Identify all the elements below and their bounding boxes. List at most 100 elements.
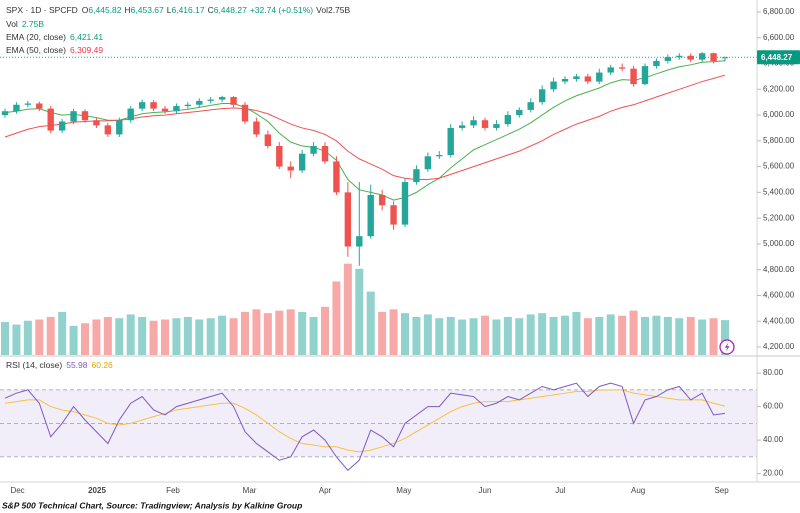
candle-body (721, 57, 729, 59)
x-tick-label: Dec (10, 486, 24, 495)
y-tick-label: 5,400.00 (763, 187, 795, 196)
candle-body (516, 109, 523, 116)
volume-bar (606, 314, 615, 355)
candle-body (333, 161, 340, 193)
indicator-value: 55.98 (66, 360, 88, 370)
candle-body (413, 169, 420, 183)
legend-line: EMA (50, close) 6,309.49 (6, 45, 103, 55)
x-tick-label: Feb (166, 486, 180, 495)
candle-body (24, 103, 32, 105)
volume-bar (103, 316, 112, 355)
volume-bar (355, 268, 364, 355)
candle-body (493, 124, 500, 128)
volume-bar (572, 311, 581, 355)
volume-bar (595, 316, 604, 355)
candle-body (276, 145, 283, 167)
candle-body (138, 102, 146, 109)
indicator-name: EMA (20, close) (6, 32, 66, 42)
candle-body (207, 99, 214, 101)
volume-bar (69, 325, 78, 355)
change: +32.74 (+0.51%) (250, 5, 313, 15)
vol-key: Vol (6, 19, 18, 29)
y-tick-label: 6,200.00 (763, 84, 795, 93)
volume-bar (458, 319, 467, 355)
volume-bar (263, 313, 272, 355)
candle-body (378, 194, 386, 206)
ema-line (4, 60, 726, 201)
candle-body (218, 97, 226, 100)
candle-body (630, 68, 637, 85)
replay-icon[interactable] (719, 339, 735, 355)
candle-body (47, 108, 54, 131)
volume-bar (641, 316, 649, 355)
volume-bar (481, 315, 489, 355)
volume-bar (663, 316, 672, 355)
volume-bar (298, 311, 307, 355)
volume-bar (218, 315, 227, 355)
y-tick-label: 5,600.00 (763, 162, 795, 171)
volume-bar (675, 318, 684, 355)
icon-bolt[interactable] (724, 342, 730, 352)
volume-bar (686, 316, 695, 355)
y-tick-label: 6,600.00 (763, 33, 795, 42)
y-tick-label: 80.00 (763, 368, 784, 377)
symbol: SPX · 1D · SPCFD (6, 5, 78, 15)
candle-body (36, 103, 43, 109)
x-tick-label: Apr (319, 486, 332, 495)
indicator-value: 6,309.49 (70, 45, 103, 55)
volume-bar (469, 318, 478, 355)
volume-bar (58, 311, 67, 355)
candle-body (264, 134, 272, 146)
candle-body (458, 125, 466, 128)
candle-body (230, 97, 237, 105)
candle-body (13, 104, 20, 112)
ohlc-value: 6,448.27 (214, 5, 247, 15)
volume-bar (23, 320, 32, 355)
y-tick-label: 6,800.00 (763, 7, 795, 16)
y-tick-label: 5,200.00 (763, 213, 795, 222)
volume-bar (241, 311, 249, 355)
candle-body (573, 76, 580, 79)
volume-bar (321, 306, 329, 355)
x-tick-label: Jul (555, 486, 565, 495)
candle-body (310, 145, 317, 154)
candle-body (504, 115, 512, 125)
x-tick-label: Jun (479, 486, 492, 495)
volume-bar (286, 309, 295, 355)
volume-bar (629, 310, 638, 355)
candle-body (538, 89, 546, 103)
legend-line: Vol 2.75B (6, 19, 44, 29)
volume-bar (343, 263, 352, 355)
candle-body (698, 53, 706, 60)
volume-bar (412, 316, 421, 355)
indicator-value: 6,421.41 (70, 32, 103, 42)
candle-body (70, 111, 77, 122)
volume-bar (206, 318, 215, 355)
candle-body (710, 53, 717, 61)
y-tick-label: 5,000.00 (763, 239, 795, 248)
volume-bar (423, 314, 432, 355)
volume-bar (618, 315, 627, 355)
candle-body (81, 111, 89, 121)
ohlc-key: L (167, 5, 172, 15)
volume-bar (492, 319, 501, 355)
candle-body (618, 67, 626, 69)
volume-bar (538, 313, 547, 355)
volume-bar (149, 320, 158, 355)
volume-bar (549, 316, 558, 355)
candle-body (241, 104, 249, 122)
volume-bar (709, 318, 718, 355)
volume-bar (435, 318, 444, 355)
candle-body (104, 125, 112, 135)
x-tick-label: Mar (243, 486, 257, 495)
ohlc-value: 6,445.82 (88, 5, 121, 15)
indicator-value: 60.26 (92, 360, 114, 370)
legend-line: EMA (20, close) 6,421.41 (6, 32, 103, 42)
last-price-box (757, 50, 800, 65)
legend-line: RSI (14, close) 55.98 60.26 (6, 360, 113, 370)
volume-bar (378, 311, 387, 355)
volume-bar (195, 319, 204, 355)
x-tick-label: 2025 (88, 486, 106, 495)
candle-body (344, 192, 352, 247)
candle-body (676, 55, 683, 58)
